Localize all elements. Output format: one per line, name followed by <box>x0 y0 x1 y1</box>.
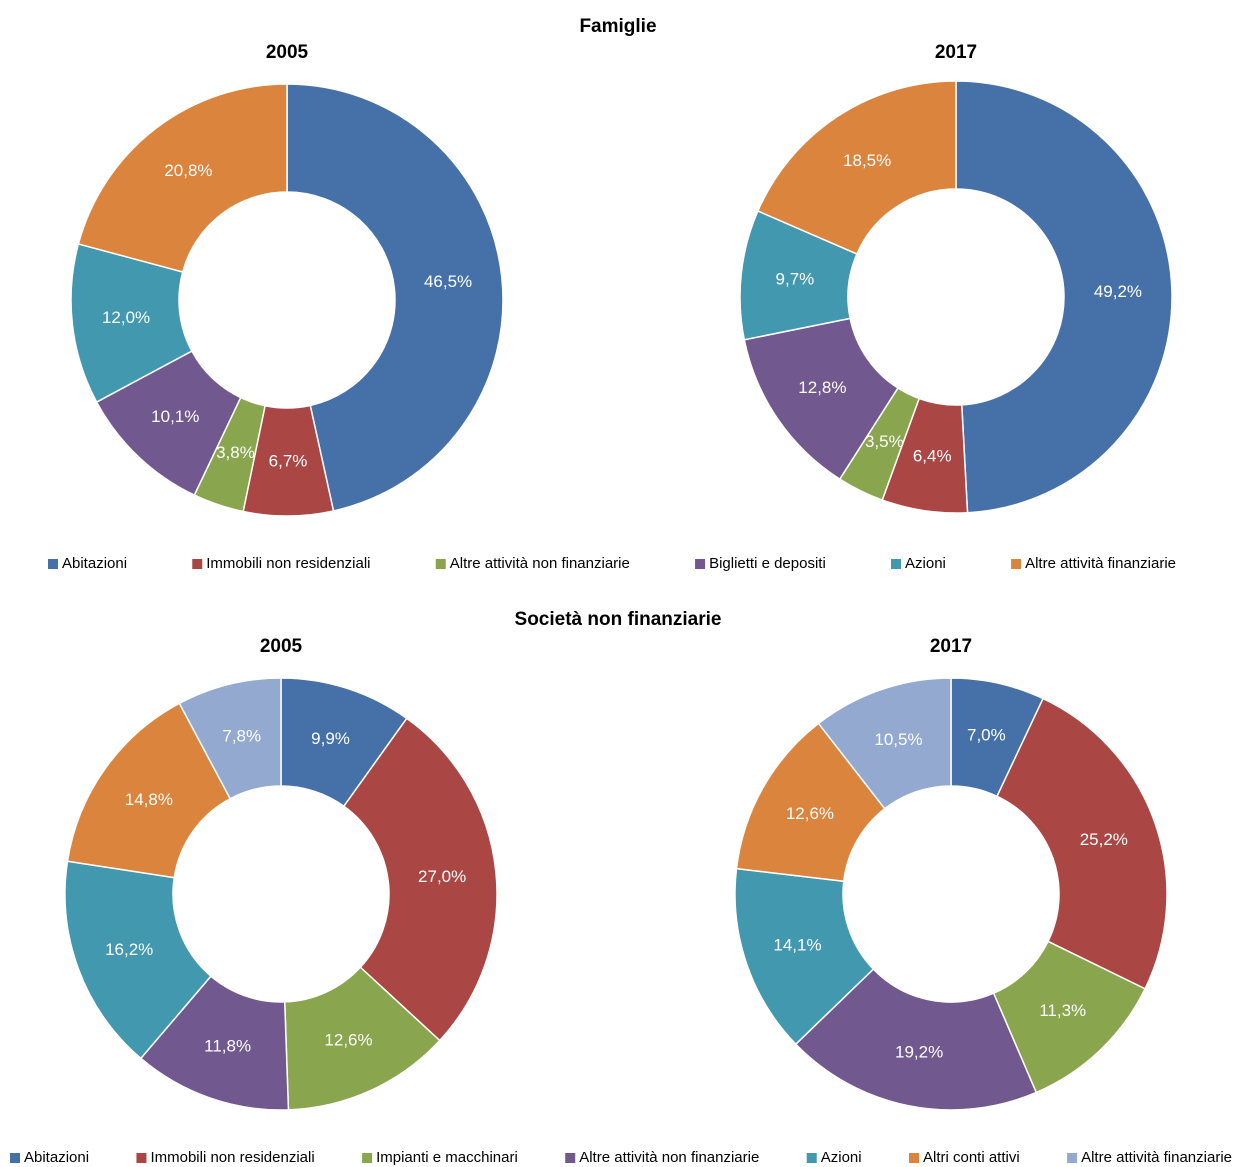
data-label: 10,5% <box>874 730 922 749</box>
legend-label: Altre attività non finanziarie <box>450 555 630 572</box>
legend-swatch <box>10 1153 20 1163</box>
legend-label: Azioni <box>905 555 946 572</box>
data-label: 14,1% <box>773 935 821 954</box>
donut-slice <box>66 702 232 879</box>
donut-slice <box>178 677 282 800</box>
legend-label: Azioni <box>821 1149 862 1166</box>
legend-label: Altri conti attivi <box>923 1149 1020 1166</box>
legend-swatch <box>48 559 58 569</box>
legend-swatch <box>1011 559 1022 569</box>
legend-swatch <box>565 1153 576 1163</box>
data-label: 49,2% <box>1094 282 1142 301</box>
pie-title: 2005 <box>260 636 303 657</box>
donut-slice <box>817 677 952 810</box>
data-label: 10,1% <box>151 407 199 426</box>
legend-label: Immobili non residenziali <box>150 1149 314 1166</box>
donut-slice <box>955 80 1173 514</box>
legend-label: Altre attività non finanziarie <box>579 1149 759 1166</box>
legend-swatch <box>1067 1153 1078 1163</box>
data-label: 11,3% <box>1039 1001 1086 1020</box>
legend-label: Altre attività finanziarie <box>1081 1149 1232 1166</box>
legend-swatch <box>362 1153 373 1163</box>
legend-swatch <box>435 559 446 569</box>
data-label: 7,8% <box>222 726 261 745</box>
legend-swatch <box>192 559 203 569</box>
pie-title: 2017 <box>935 42 977 63</box>
data-label: 18,5% <box>843 151 891 170</box>
donut-slice <box>794 968 1038 1111</box>
donut-slice <box>286 83 504 512</box>
donut-slice <box>64 860 212 1060</box>
donut-slice <box>996 697 1168 990</box>
legend-label: Impianti e macchinari <box>376 1149 518 1166</box>
legend-swatch <box>806 1153 817 1163</box>
data-label: 16,2% <box>105 940 153 959</box>
legend-swatch <box>908 1153 919 1163</box>
legend-label: Altre attività finanziarie <box>1025 555 1176 572</box>
data-label: 14,8% <box>125 790 173 809</box>
legend-label: Immobili non residenziali <box>206 555 370 572</box>
legend-swatch <box>891 559 902 569</box>
data-label: 46,5% <box>424 272 472 291</box>
data-label: 12,6% <box>324 1031 372 1050</box>
data-label: 9,7% <box>776 269 815 288</box>
data-label: 11,8% <box>204 1036 251 1055</box>
data-label: 3,8% <box>216 443 255 462</box>
data-label: 20,8% <box>164 161 212 180</box>
legend-swatch <box>136 1153 147 1163</box>
data-label: 3,5% <box>865 432 904 451</box>
legend-label: Abitazioni <box>24 1149 89 1166</box>
donut-slice <box>756 80 957 255</box>
data-label: 6,7% <box>269 451 308 470</box>
data-label: 12,6% <box>786 804 834 823</box>
data-label: 25,2% <box>1080 830 1128 849</box>
data-label: 9,9% <box>311 729 350 748</box>
legend-label: Biglietti e depositi <box>709 555 826 572</box>
data-label: 12,8% <box>798 378 846 397</box>
group-title: Famiglie <box>579 16 656 37</box>
donut-slice <box>342 717 498 1042</box>
legend-label: Abitazioni <box>62 555 127 572</box>
data-label: 27,0% <box>418 867 466 886</box>
pie-title: 2005 <box>266 42 309 63</box>
group-title: Società non finanziarie <box>515 609 722 630</box>
data-label: 7,0% <box>967 725 1006 744</box>
data-label: 19,2% <box>895 1042 943 1061</box>
donut-slice <box>77 83 288 273</box>
data-label: 6,4% <box>913 447 952 466</box>
pie-title: 2017 <box>930 636 972 657</box>
legend-swatch <box>695 559 706 569</box>
data-label: 12,0% <box>102 308 150 327</box>
